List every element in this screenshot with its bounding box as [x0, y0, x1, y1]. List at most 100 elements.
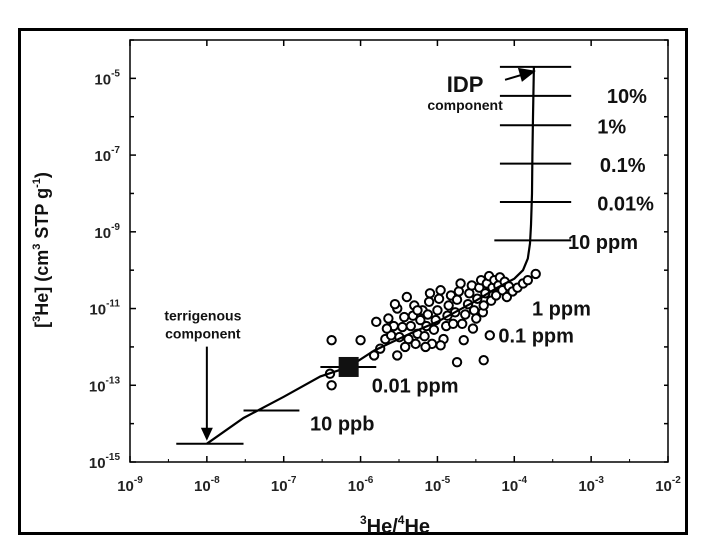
- data-point: [451, 356, 463, 368]
- data-point: [326, 334, 337, 346]
- terrigenous-label-line1: terrigenous: [164, 308, 241, 324]
- data-point: [397, 321, 408, 333]
- data-point: [530, 268, 541, 280]
- x-tick-label: 10-2: [655, 475, 681, 495]
- x-axis: 10-9 10-8 10-7 10-6 10-5 10-4 10-3 10-2: [117, 40, 681, 495]
- y-axis-title: [3He] (cm3 STP g-1): [31, 172, 52, 328]
- data-points: [324, 268, 541, 391]
- y-axis-title-sup3: -1: [31, 178, 43, 188]
- y-tick-label: 10-7: [94, 145, 120, 165]
- y-tick-label-base: 10: [89, 455, 106, 472]
- mixing-mark-label: 10 ppm: [568, 232, 638, 254]
- y-axis-title-mid: He] (cm: [32, 250, 52, 316]
- data-point: [471, 313, 482, 324]
- data-point: [392, 350, 403, 361]
- y-tick-label: 10-11: [89, 299, 120, 319]
- data-point: [381, 323, 393, 334]
- x-tick-label-exp: -7: [288, 475, 297, 486]
- data-point: [326, 380, 337, 391]
- x-tick-label: 10-9: [117, 475, 143, 495]
- x-tick-label-base: 10: [194, 478, 211, 495]
- x-tick-label: 10-3: [578, 475, 604, 495]
- x-tick-label-base: 10: [655, 478, 672, 495]
- data-point: [455, 278, 466, 289]
- x-tick-label-exp: -6: [364, 475, 373, 486]
- x-axis-title: 3He/4He: [360, 513, 430, 538]
- mixing-mark-label: 0.01%: [597, 193, 654, 215]
- data-point: [468, 305, 480, 316]
- x-tick-label: 10-6: [348, 475, 374, 495]
- data-point: [419, 331, 430, 342]
- mixing-mark-label: 0.1 ppm: [498, 325, 574, 347]
- mixing-mark-label: 10 ppb: [310, 414, 374, 436]
- y-axis-title-sup1: 3: [31, 316, 43, 322]
- x-tick-label-base: 10: [578, 478, 595, 495]
- data-point: [412, 305, 423, 316]
- terrigenous-arrow-head: [200, 427, 213, 441]
- x-axis-title-post: He: [404, 516, 430, 538]
- data-point: [423, 296, 435, 307]
- data-point: [405, 320, 416, 332]
- y-axis-title-post: STP g: [32, 188, 52, 244]
- data-point: [432, 305, 443, 316]
- data-point: [401, 291, 413, 303]
- y-tick-label: 10-9: [94, 222, 120, 242]
- data-point: [428, 324, 440, 335]
- data-point: [389, 298, 401, 310]
- x-tick-label-exp: -3: [595, 475, 604, 486]
- y-tick-label-exp: -5: [111, 68, 120, 79]
- y-axis-title-sup2: 3: [31, 244, 43, 250]
- data-point: [456, 318, 468, 330]
- x-tick-label-base: 10: [425, 478, 442, 495]
- data-point: [415, 314, 426, 326]
- data-point: [435, 285, 446, 296]
- idp-sublabel: component: [427, 97, 503, 113]
- y-tick-label-exp: -15: [106, 452, 121, 463]
- y-tick-label-exp: -13: [106, 375, 121, 386]
- highlight-square-point: [338, 356, 359, 377]
- y-tick-label-base: 10: [94, 225, 111, 242]
- x-tick-label-base: 10: [348, 478, 365, 495]
- x-tick-label: 10-8: [194, 475, 220, 495]
- data-point: [443, 300, 454, 311]
- x-tick-label: 10-5: [425, 475, 451, 495]
- x-tick-label-exp: -8: [211, 475, 220, 486]
- y-tick-label-base: 10: [89, 378, 106, 395]
- data-point: [399, 311, 410, 323]
- data-point: [420, 341, 431, 353]
- data-point: [467, 323, 479, 334]
- x-tick-label-base: 10: [271, 478, 288, 495]
- y-tick-label-exp: -11: [106, 299, 120, 310]
- x-axis-title-sup1: 3: [360, 513, 367, 527]
- x-tick-label: 10-4: [501, 475, 527, 495]
- mixing-curve-group: [206, 66, 535, 445]
- terrigenous-label-line2: component: [165, 326, 241, 342]
- y-axis-title-close: ): [32, 172, 52, 178]
- mixing-mark-label: 0.1%: [600, 155, 646, 177]
- idp-arrow-shaft: [504, 73, 523, 81]
- data-point: [435, 340, 446, 351]
- y-axis-title-open: [: [32, 322, 52, 328]
- mixing-mark-label: 1%: [597, 117, 626, 139]
- annotations: 10% 1% 0.1% 0.01% 10 ppm 1 ppm 0.1 ppm 0.01 ppm…: [164, 65, 654, 445]
- data-point: [355, 334, 366, 346]
- x-tick-label-exp: -5: [441, 475, 450, 486]
- x-axis-title-sup2: 4: [398, 513, 405, 527]
- data-point: [433, 293, 445, 304]
- mixing-curve: [206, 66, 535, 445]
- x-tick-label-exp: -4: [518, 475, 527, 486]
- y-tick-label-base: 10: [94, 71, 111, 88]
- x-tick-label-base: 10: [117, 478, 134, 495]
- data-point: [383, 313, 394, 324]
- idp-arrow-head: [517, 67, 536, 82]
- data-point: [371, 316, 382, 328]
- y-tick-label-exp: -7: [111, 145, 120, 156]
- x-tick-label-base: 10: [501, 478, 518, 495]
- data-point: [478, 355, 489, 366]
- mixing-mark-label: 0.01 ppm: [372, 375, 459, 397]
- x-tick-label-exp: -9: [134, 475, 143, 486]
- data-point: [422, 309, 434, 320]
- y-tick-label-base: 10: [89, 302, 106, 319]
- y-tick-label: 10-15: [89, 452, 121, 472]
- data-point: [410, 338, 421, 350]
